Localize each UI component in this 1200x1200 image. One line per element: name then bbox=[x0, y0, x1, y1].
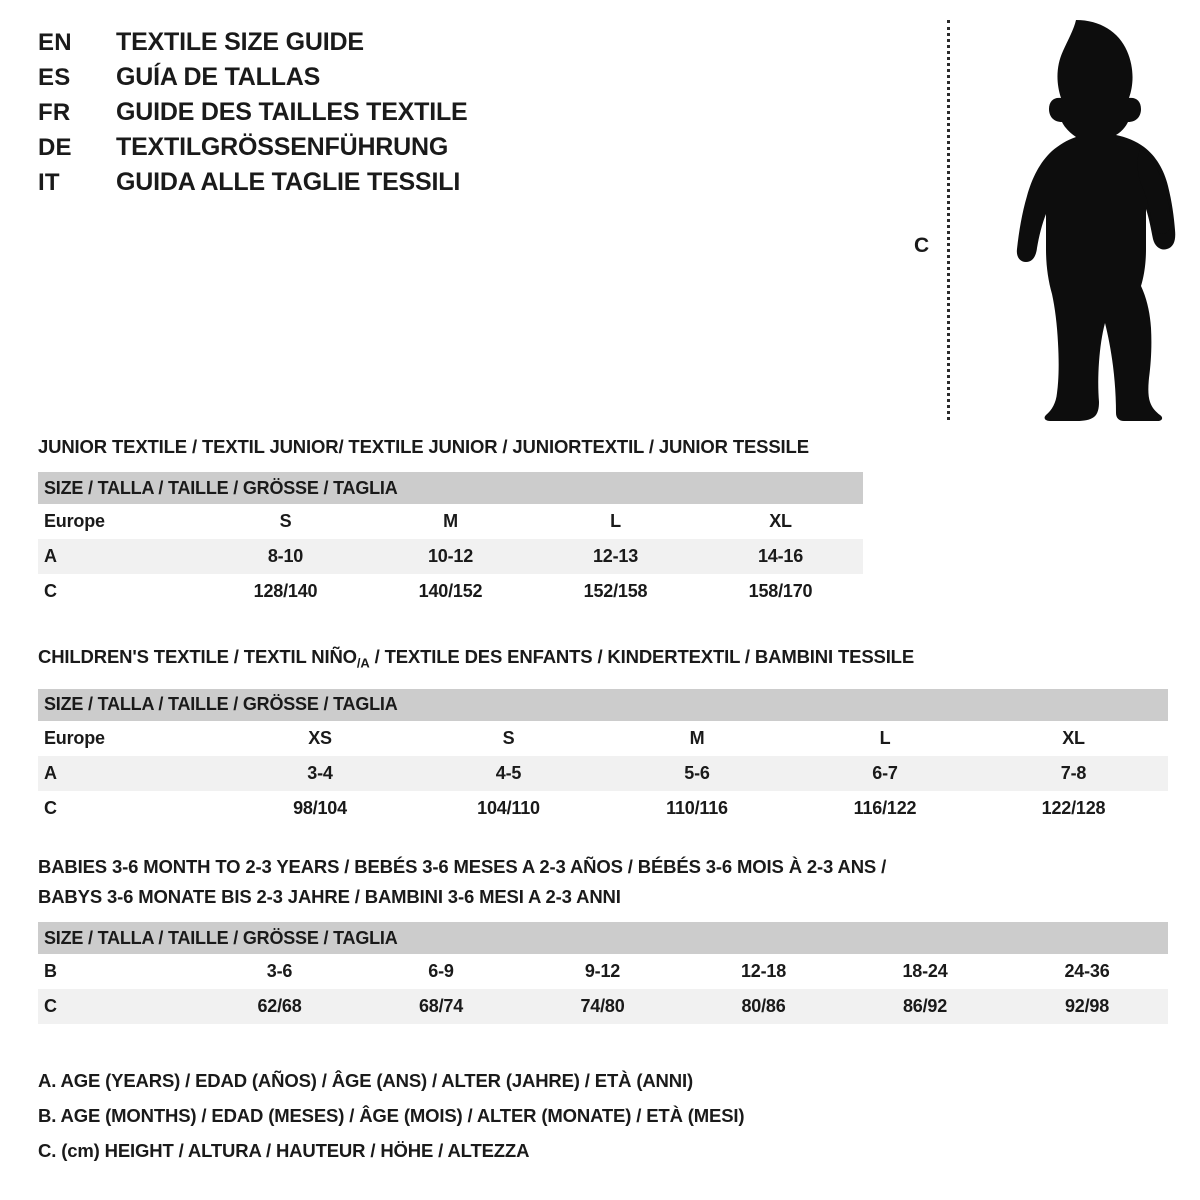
babies-height-2: 68/74 bbox=[360, 989, 522, 1024]
junior-size-m: M bbox=[368, 504, 533, 539]
table-row: Europe XS S M L XL bbox=[38, 720, 1168, 756]
babies-height-4: 80/86 bbox=[683, 989, 844, 1024]
language-title-it: GUIDA ALLE TAGLIE TESSILI bbox=[116, 168, 461, 196]
children-size-l: L bbox=[791, 720, 979, 756]
junior-age-s: 8-10 bbox=[203, 539, 368, 574]
junior-age-xl: 14-16 bbox=[698, 539, 863, 574]
junior-height-s: 128/140 bbox=[203, 574, 368, 609]
height-dotted-line bbox=[947, 20, 950, 420]
language-header-block: EN TEXTILE SIZE GUIDE ES GUÍA DE TALLAS … bbox=[38, 28, 598, 203]
babies-row-label-b: B bbox=[38, 954, 199, 989]
table-row: C 62/68 68/74 74/80 80/86 86/92 92/98 bbox=[38, 989, 1169, 1024]
children-age-xs: 3-4 bbox=[226, 755, 414, 791]
junior-row-label-c: C bbox=[38, 574, 203, 609]
babies-months-6: 24-36 bbox=[1006, 954, 1169, 989]
babies-months-5: 18-24 bbox=[844, 954, 1006, 989]
children-height-xs: 98/104 bbox=[226, 790, 414, 826]
babies-section-title-line1: BABIES 3-6 MONTH TO 2-3 YEARS / BEBÉS 3-… bbox=[38, 856, 887, 877]
junior-size-table: SIZE / TALLA / TAILLE / GRÖSSE / TAGLIA … bbox=[38, 472, 863, 609]
language-code-en: EN bbox=[38, 29, 72, 56]
children-header-bar-label: SIZE / TALLA / TAILLE / GRÖSSE / TAGLIA bbox=[38, 688, 1168, 721]
children-row-label-c: C bbox=[38, 790, 226, 826]
table-row: B 3-6 6-9 9-12 12-18 18-24 24-36 bbox=[38, 954, 1169, 989]
junior-size-s: S bbox=[203, 504, 368, 539]
language-title-fr: GUIDE DES TAILLES TEXTILE bbox=[116, 98, 468, 126]
junior-size-l: L bbox=[533, 504, 698, 539]
height-measurement-figure: C bbox=[900, 12, 1190, 422]
legend-line-c: C. (cm) HEIGHT / ALTURA / HAUTEUR / HÖHE… bbox=[38, 1140, 530, 1161]
section-children-textile: CHILDREN'S TEXTILE / TEXTIL NIÑO/A / TEX… bbox=[38, 642, 1168, 826]
measurement-legend: A. AGE (YEARS) / EDAD (AÑOS) / ÂGE (ANS)… bbox=[38, 1063, 938, 1168]
junior-row-label-a: A bbox=[38, 539, 203, 574]
legend-line-a: A. AGE (YEARS) / EDAD (AÑOS) / ÂGE (ANS)… bbox=[38, 1070, 693, 1091]
language-title-de: TEXTILGRÖSSENFÜHRUNG bbox=[116, 133, 449, 161]
children-size-xl: XL bbox=[979, 720, 1168, 756]
language-row-en: EN TEXTILE SIZE GUIDE bbox=[38, 28, 598, 63]
junior-size-xl: XL bbox=[698, 504, 863, 539]
babies-header-bar-label: SIZE / TALLA / TAILLE / GRÖSSE / TAGLIA bbox=[38, 922, 1169, 954]
children-size-s: S bbox=[414, 720, 603, 756]
table-row: C 98/104 104/110 110/116 116/122 122/128 bbox=[38, 790, 1168, 826]
children-title-post: / TEXTILE DES ENFANTS / KINDERTEXTIL / B… bbox=[369, 646, 915, 667]
junior-age-l: 12-13 bbox=[533, 539, 698, 574]
babies-height-3: 74/80 bbox=[522, 989, 683, 1024]
language-code-fr: FR bbox=[38, 99, 71, 126]
babies-height-6: 92/98 bbox=[1006, 989, 1169, 1024]
legend-line-b: B. AGE (MONTHS) / EDAD (MESES) / ÂGE (MO… bbox=[38, 1105, 745, 1126]
measurement-label-c: C bbox=[914, 234, 930, 257]
table-row: A 8-10 10-12 12-13 14-16 bbox=[38, 539, 863, 574]
babies-months-1: 3-6 bbox=[199, 954, 360, 989]
children-height-l: 116/122 bbox=[791, 790, 979, 826]
babies-months-2: 6-9 bbox=[360, 954, 522, 989]
children-row-label-a: A bbox=[38, 755, 226, 791]
children-height-s: 104/110 bbox=[414, 790, 603, 826]
children-height-m: 110/116 bbox=[603, 790, 791, 826]
language-title-es: GUÍA DE TALLAS bbox=[116, 63, 321, 91]
babies-months-4: 12-18 bbox=[683, 954, 844, 989]
children-section-title: CHILDREN'S TEXTILE / TEXTIL NIÑO/A / TEX… bbox=[38, 642, 1168, 679]
language-row-fr: FR GUIDE DES TAILLES TEXTILE bbox=[38, 98, 598, 133]
section-babies-textile: BABIES 3-6 MONTH TO 2-3 YEARS / BEBÉS 3-… bbox=[38, 852, 1169, 1024]
babies-height-1: 62/68 bbox=[199, 989, 360, 1024]
junior-table-header-bar: SIZE / TALLA / TAILLE / GRÖSSE / TAGLIA bbox=[38, 472, 863, 504]
child-silhouette-icon bbox=[1016, 20, 1176, 421]
table-row: A 3-4 4-5 5-6 6-7 7-8 bbox=[38, 755, 1168, 791]
children-size-table: SIZE / TALLA / TAILLE / GRÖSSE / TAGLIA … bbox=[38, 688, 1168, 826]
children-age-xl: 7-8 bbox=[979, 755, 1168, 791]
language-title-en: TEXTILE SIZE GUIDE bbox=[116, 28, 364, 56]
language-code-de: DE bbox=[38, 134, 72, 161]
language-row-de: DE TEXTILGRÖSSENFÜHRUNG bbox=[38, 133, 598, 168]
children-height-xl: 122/128 bbox=[979, 790, 1168, 826]
junior-height-xl: 158/170 bbox=[698, 574, 863, 609]
babies-months-3: 9-12 bbox=[522, 954, 683, 989]
junior-height-m: 140/152 bbox=[368, 574, 533, 609]
children-row-label-europe: Europe bbox=[38, 720, 226, 756]
children-age-l: 6-7 bbox=[791, 755, 979, 791]
children-title-pre: CHILDREN'S TEXTILE / TEXTIL NIÑO bbox=[38, 646, 357, 667]
junior-section-title: JUNIOR TEXTILE / TEXTIL JUNIOR/ TEXTILE … bbox=[38, 436, 809, 457]
language-row-es: ES GUÍA DE TALLAS bbox=[38, 63, 598, 98]
section-junior-textile: JUNIOR TEXTILE / TEXTIL JUNIOR/ TEXTILE … bbox=[38, 432, 863, 609]
children-table-header-bar: SIZE / TALLA / TAILLE / GRÖSSE / TAGLIA bbox=[38, 688, 1168, 721]
children-age-s: 4-5 bbox=[414, 755, 603, 791]
babies-size-table: SIZE / TALLA / TAILLE / GRÖSSE / TAGLIA … bbox=[38, 922, 1169, 1024]
children-age-m: 5-6 bbox=[603, 755, 791, 791]
table-row: Europe S M L XL bbox=[38, 504, 863, 539]
language-code-es: ES bbox=[38, 64, 71, 91]
junior-header-bar-label: SIZE / TALLA / TAILLE / GRÖSSE / TAGLIA bbox=[38, 472, 863, 504]
children-title-sub: /A bbox=[356, 655, 370, 671]
junior-row-label-europe: Europe bbox=[38, 504, 203, 539]
children-size-xs: XS bbox=[226, 720, 414, 756]
babies-section-title-line2: BABYS 3-6 MONATE BIS 2-3 JAHRE / BAMBINI… bbox=[38, 886, 621, 907]
table-row: C 128/140 140/152 152/158 158/170 bbox=[38, 574, 863, 609]
language-row-it: IT GUIDA ALLE TAGLIE TESSILI bbox=[38, 168, 598, 203]
babies-table-header-bar: SIZE / TALLA / TAILLE / GRÖSSE / TAGLIA bbox=[38, 922, 1169, 954]
babies-row-label-c: C bbox=[38, 989, 199, 1024]
language-code-it: IT bbox=[38, 169, 60, 196]
babies-height-5: 86/92 bbox=[844, 989, 1006, 1024]
junior-age-m: 10-12 bbox=[368, 539, 533, 574]
children-size-m: M bbox=[603, 720, 791, 756]
junior-height-l: 152/158 bbox=[533, 574, 698, 609]
